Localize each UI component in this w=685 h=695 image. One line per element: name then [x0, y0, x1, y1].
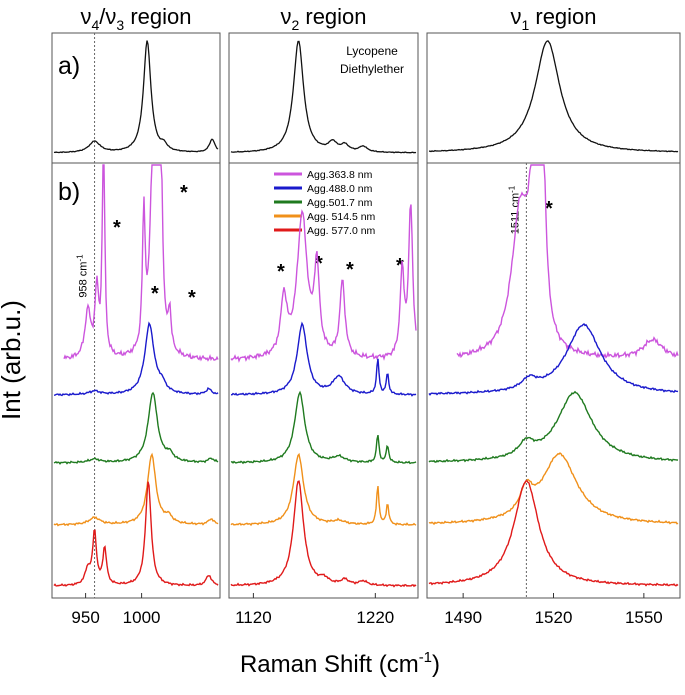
x-axis-label: Raman Shift (cm-1)	[240, 649, 440, 678]
reference-line-label: 958 cm-1	[76, 254, 90, 298]
trace-lycopene-top	[53, 40, 219, 154]
region-title-part: ν	[280, 4, 291, 29]
trace-agg-488-0-nm	[428, 323, 679, 396]
trace-agg-577-0-nm	[230, 480, 417, 588]
panel-frame-bottom	[228, 162, 419, 599]
region-title-part: region	[124, 4, 191, 29]
peak-star: *	[151, 283, 159, 305]
peak-markers: * * * * * * * * *	[113, 182, 553, 309]
region-title-part: ν	[81, 4, 92, 29]
x-tick-label: 1120	[235, 608, 272, 627]
peak-star: *	[277, 261, 285, 283]
peak-star: *	[396, 255, 404, 277]
reference-line-label-text: 958 cm	[78, 262, 90, 298]
trace-agg-501-7-nm	[428, 390, 679, 463]
x-axis-label-text: Raman Shift (cm	[240, 651, 419, 678]
x-tick-label: 1220	[356, 608, 394, 627]
trace-agg-577-0-nm	[53, 481, 219, 587]
trace-agg-488-0-nm	[230, 321, 417, 397]
x-axis-label-sup: -1	[419, 649, 432, 666]
x-tick-label: 1550	[625, 608, 663, 627]
x-tick-label: 950	[71, 608, 99, 627]
region-title: ν1 region	[510, 4, 596, 33]
panel-label-a: a)	[58, 52, 80, 80]
reference-line-label-sup: -1	[76, 254, 85, 262]
peak-star: *	[545, 198, 553, 220]
sample-label-line2: Diethylether	[340, 62, 404, 76]
peak-star: *	[188, 287, 196, 309]
legend-label-1: Agg.488.0 nm	[307, 183, 373, 195]
panel-frame-bottom	[51, 162, 221, 599]
peak-star: *	[180, 182, 188, 204]
legend-label-4: Agg. 577.0 nm	[307, 225, 376, 237]
trace-agg-514-5-nm	[53, 452, 219, 527]
trace-lycopene-top	[230, 40, 417, 154]
reference-line-label: 1511 cm-1	[507, 185, 521, 234]
region-title-part: 3	[116, 17, 124, 33]
trace-agg-514-5-nm	[230, 452, 417, 527]
x-tick-label: 1000	[123, 608, 161, 627]
x-tick-label: 1490	[444, 608, 482, 627]
trace-agg-501-7-nm	[53, 391, 219, 465]
region-title-part: /ν	[99, 4, 116, 29]
trace-agg-363-8-nm	[230, 204, 417, 363]
region-title-part: ν	[510, 4, 521, 29]
region-title: ν4/ν3 region	[81, 4, 192, 33]
trace-agg-363-8-nm	[456, 164, 679, 359]
panel-frame-top	[426, 32, 681, 164]
x-axis-label-close: )	[432, 651, 440, 678]
x-tick-label: 1520	[535, 608, 573, 627]
region-title-part: 1	[521, 17, 529, 33]
trace-agg-363-8-nm	[63, 164, 219, 362]
sample-label-line1: Lycopene	[346, 44, 398, 58]
peak-star: *	[346, 259, 354, 281]
reference-line-label-sup: -1	[507, 185, 516, 193]
trace-agg-501-7-nm	[230, 390, 417, 465]
region-title-part: 4	[92, 17, 100, 33]
trace-lycopene-top	[428, 40, 679, 153]
region-title-part: region	[299, 4, 366, 29]
peak-star: *	[113, 217, 121, 239]
legend-label-3: Agg. 514.5 nm	[307, 211, 376, 223]
trace-agg-577-0-nm	[428, 480, 679, 587]
region-title-part: region	[529, 4, 596, 29]
legend-label-2: Agg.501.7 nm	[307, 197, 373, 209]
legend-label-0: Agg.363.8 nm	[307, 169, 373, 181]
region-title: ν2 region	[280, 4, 366, 33]
panel-frame-bottom	[426, 162, 681, 599]
trace-agg-488-0-nm	[53, 321, 219, 397]
trace-agg-514-5-nm	[428, 452, 679, 526]
panel-label-b: b)	[58, 178, 80, 206]
y-axis-label: Int (arb.u.)	[0, 300, 26, 420]
peak-star: *	[315, 253, 323, 275]
region-title-part: 2	[291, 17, 299, 33]
legend: Agg.363.8 nm Agg.488.0 nm Agg.501.7 nm A…	[274, 169, 376, 237]
